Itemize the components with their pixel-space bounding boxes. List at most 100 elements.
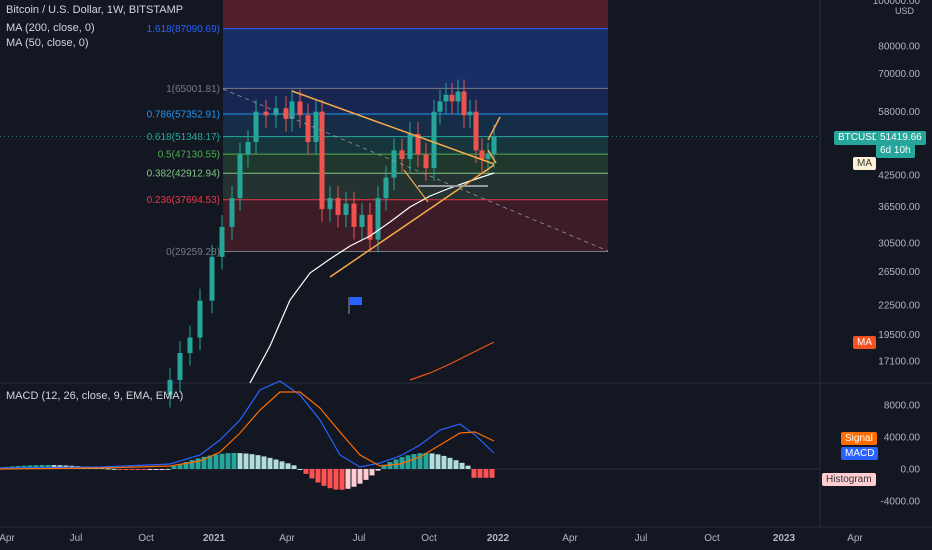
- histogram-bar: [261, 456, 267, 469]
- histogram-bar: [171, 466, 177, 469]
- price-tick-label: 42500.00: [878, 171, 920, 182]
- candle-body: [391, 150, 397, 178]
- histogram-bar: [345, 469, 351, 489]
- fib-zone-0.786: [223, 88, 608, 114]
- histogram-bar: [369, 469, 375, 476]
- histogram-bar: [189, 460, 195, 469]
- histogram-bar: [357, 469, 363, 484]
- candle-body: [289, 101, 295, 119]
- histogram-bar: [297, 469, 303, 470]
- fib-label-0.5: 0.5(47130.55): [158, 150, 220, 161]
- price-tick-label: 36500.00: [878, 202, 920, 213]
- time-tick-label: Oct: [704, 533, 720, 544]
- price-tick-label: 30500.00: [878, 239, 920, 250]
- candle-body: [283, 108, 289, 119]
- histogram-bar: [141, 469, 147, 470]
- candle-body: [297, 101, 303, 116]
- time-tick-label: Apr: [847, 533, 863, 544]
- candle-body: [335, 198, 341, 215]
- histogram-bar: [183, 461, 189, 469]
- histogram-bar: [321, 469, 327, 486]
- candle-body: [479, 150, 485, 160]
- histogram-bar: [417, 453, 423, 469]
- candle-body: [263, 111, 269, 116]
- ma200-axis-tag: MA: [853, 157, 876, 170]
- histogram-bar: [327, 469, 333, 489]
- time-tick-label: Jul: [353, 533, 366, 544]
- histogram-bar: [333, 469, 339, 490]
- drawing-line: [403, 169, 429, 203]
- histogram-bar: [207, 455, 213, 469]
- macd-tick-label: 4000.00: [884, 433, 921, 444]
- histogram-bar: [465, 465, 471, 469]
- ma200-line: [249, 172, 495, 384]
- fib-zone-0.382: [223, 154, 608, 174]
- fib-zone-extension: [223, 0, 608, 29]
- candle-body: [229, 198, 235, 227]
- histogram-bar: [285, 463, 291, 469]
- ma200-legend[interactable]: MA (200, close, 0): [6, 22, 95, 34]
- candle-body: [237, 154, 243, 199]
- histogram-bar: [423, 453, 429, 469]
- ma50-legend[interactable]: MA (50, close, 0): [6, 37, 89, 49]
- candle-body: [431, 111, 437, 169]
- signal-axis-tag: Signal: [841, 432, 877, 445]
- candle-body: [407, 134, 413, 160]
- histogram-bar: [255, 455, 261, 469]
- candle-body: [327, 198, 333, 210]
- histogram-bar: [111, 468, 117, 470]
- fib-label-1.618: 1.618(87090.69): [147, 24, 220, 35]
- histogram-bar: [351, 469, 357, 487]
- candle-body: [491, 136, 497, 155]
- time-tick-label: Oct: [421, 533, 437, 544]
- candle-body: [359, 214, 365, 227]
- candle-body: [367, 214, 373, 240]
- histogram-bar: [363, 469, 369, 480]
- histogram-bar: [429, 453, 435, 469]
- histogram-bar: [459, 462, 465, 469]
- histogram-bar: [177, 463, 183, 469]
- histogram-bar: [447, 457, 453, 469]
- chart-title: Bitcoin / U.S. Dollar, 1W, BITSTAMP: [6, 4, 184, 16]
- candle-body: [187, 337, 193, 354]
- histogram-bar: [243, 453, 249, 469]
- ma50-axis-tag: MA: [853, 336, 876, 349]
- histogram-bar: [381, 464, 387, 469]
- histogram-bar: [471, 469, 477, 478]
- candle-body: [473, 111, 479, 151]
- histogram-bar: [273, 459, 279, 469]
- fib-zone-1: [223, 28, 608, 89]
- fib-label-0.382: 0.382(42912.94): [147, 169, 220, 180]
- fib-label-0.236: 0.236(37694.53): [147, 195, 220, 206]
- candle-body: [455, 91, 461, 102]
- flag-icon: [350, 297, 362, 305]
- candle-body: [399, 150, 405, 160]
- macd-line: [0, 380, 495, 469]
- histogram-bar: [453, 460, 459, 469]
- fib-zone-0: [223, 199, 608, 252]
- macd-legend[interactable]: MACD (12, 26, close, 9, EMA, EMA): [6, 390, 184, 402]
- fib-zone-0.236: [223, 173, 608, 200]
- histogram-bar: [225, 453, 231, 469]
- fib-label-0: 0(29259.28): [166, 247, 220, 258]
- histogram-bar: [411, 453, 417, 469]
- candle-body: [461, 91, 467, 116]
- candle-body: [343, 203, 349, 215]
- histogram-bar: [291, 465, 297, 469]
- price-tick-label: 17100.00: [878, 357, 920, 368]
- candle-body: [313, 111, 319, 143]
- histogram-bar: [279, 461, 285, 469]
- histogram-bar: [117, 469, 123, 470]
- histogram-bar: [249, 454, 255, 469]
- fib-label-0.618: 0.618(51348.17): [147, 132, 220, 143]
- time-tick-label: Oct: [138, 533, 154, 544]
- histogram-bar: [153, 469, 159, 470]
- time-tick-label: Apr: [0, 533, 15, 544]
- candle-body: [245, 142, 251, 155]
- histogram-bar: [435, 454, 441, 469]
- histogram-bar: [441, 455, 447, 469]
- projection-line: [487, 116, 501, 141]
- candle-body: [383, 177, 389, 199]
- candle-body: [485, 154, 491, 160]
